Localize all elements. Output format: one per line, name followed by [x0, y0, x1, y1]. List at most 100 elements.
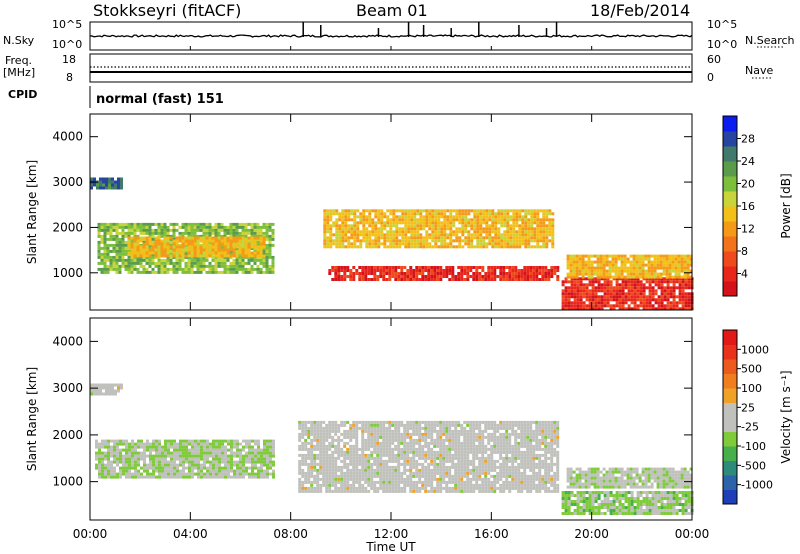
- velocity-heatmap-cell: [310, 489, 314, 493]
- power-heatmap-cell: [656, 263, 660, 267]
- power-heatmap-cell: [642, 289, 646, 293]
- velocity-heatmap-cell: [263, 445, 266, 449]
- power-heatmap-cell: [668, 269, 672, 273]
- velocity-heatmap-cell: [269, 448, 272, 452]
- velocity-heatmap-cell: [424, 459, 428, 463]
- power-heatmap-cell: [512, 236, 516, 240]
- power-heatmap-cell: [672, 280, 676, 284]
- velocity-heatmap-cell: [385, 432, 389, 436]
- velocity-heatmap-cell: [451, 486, 455, 490]
- velocity-heatmap-cell: [415, 429, 419, 433]
- velocity-heatmap-cell: [143, 448, 146, 452]
- power-heatmap-cell: [533, 221, 537, 225]
- power-heatmap-cell: [591, 295, 595, 299]
- power-heatmap-cell: [99, 186, 102, 190]
- power-heatmap-cell: [518, 236, 522, 240]
- velocity-heatmap-cell: [164, 454, 167, 458]
- velocity-heatmap-cell: [319, 432, 323, 436]
- velocity-heatmap-cell: [158, 460, 161, 464]
- power-heatmap-cell: [109, 261, 113, 265]
- power-heatmap-cell: [530, 239, 534, 243]
- power-heatmap-cell: [238, 239, 242, 243]
- velocity-heatmap-cell: [158, 442, 161, 446]
- velocity-heatmap-cell: [394, 438, 398, 442]
- velocity-heatmap-cell: [173, 439, 176, 443]
- power-heatmap-cell: [229, 252, 233, 256]
- velocity-heatmap-cell: [257, 439, 260, 443]
- power-heatmap-cell: [199, 239, 203, 243]
- power-heatmap-cell: [127, 234, 131, 238]
- power-heatmap-cell: [247, 261, 251, 265]
- velocity-heatmap-cell: [212, 439, 215, 443]
- power-heatmap-cell: [175, 236, 179, 240]
- power-heatmap-cell: [490, 278, 494, 281]
- power-heatmap-cell: [112, 267, 116, 271]
- power-heatmap-cell: [470, 239, 474, 243]
- velocity-heatmap-cell: [373, 450, 377, 454]
- velocity-heatmap-cell: [236, 445, 239, 449]
- power-heatmap-cell: [455, 233, 459, 237]
- velocity-heatmap-cell: [251, 469, 254, 473]
- power-heatmap-cell: [464, 224, 468, 228]
- power-heatmap-cell: [217, 231, 221, 235]
- velocity-heatmap-cell: [391, 438, 395, 442]
- power-heatmap-cell: [614, 269, 618, 273]
- velocity-heatmap-cell: [430, 435, 434, 439]
- velocity-heatmap-cell: [298, 435, 302, 439]
- velocity-heatmap-cell: [325, 423, 329, 427]
- power-heatmap-cell: [624, 277, 628, 281]
- power-heatmap-cell: [154, 236, 158, 240]
- velocity-heatmap-cell: [346, 471, 350, 475]
- power-heatmap-cell: [564, 280, 568, 284]
- power-heatmap-cell: [539, 239, 543, 243]
- velocity-heatmap-cell: [143, 454, 146, 458]
- power-heatmap-cell: [332, 224, 336, 228]
- velocity-heatmap-cell: [307, 426, 311, 430]
- power-heatmap-cell: [421, 278, 425, 281]
- power-heatmap-cell: [365, 209, 369, 213]
- power-heatmap-cell: [451, 272, 455, 275]
- power-heatmap-cell: [437, 218, 441, 222]
- power-heatmap-cell: [564, 301, 568, 305]
- power-heatmap-cell: [642, 292, 646, 296]
- velocity-heatmap-cell: [439, 465, 443, 469]
- velocity-heatmap-cell: [227, 460, 230, 464]
- power-heatmap-cell: [421, 266, 425, 269]
- power-heatmap-cell: [461, 212, 465, 216]
- velocity-heatmap-cell: [313, 426, 317, 430]
- power-heatmap-cell: [403, 272, 407, 275]
- power-heatmap-cell: [413, 215, 417, 219]
- power-heatmap-cell: [451, 275, 455, 278]
- power-heatmap-cell: [425, 239, 429, 243]
- velocity-heatmap-cell: [418, 471, 422, 475]
- power-heatmap-cell: [518, 245, 522, 249]
- power-heatmap-cell: [151, 237, 155, 241]
- power-heatmap-cell: [573, 292, 577, 296]
- velocity-heatmap-cell: [257, 475, 260, 479]
- velocity-heatmap-cell: [328, 456, 332, 460]
- power-heatmap-cell: [199, 258, 203, 262]
- power-heatmap-cell: [383, 227, 387, 231]
- power-heatmap-cell: [470, 245, 474, 249]
- power-heatmap-cell: [437, 236, 441, 240]
- power-heatmap-cell: [467, 221, 471, 225]
- velocity-heatmap-cell: [140, 457, 143, 461]
- velocity-heatmap-cell: [337, 435, 341, 439]
- velocity-heatmap-cell: [397, 435, 401, 439]
- velocity-heatmap-cell: [424, 471, 428, 475]
- velocity-heatmap-cell: [358, 462, 362, 466]
- power-heatmap-cell: [259, 231, 263, 235]
- velocity-heatmap-cell: [298, 477, 302, 481]
- power-heatmap-cell: [485, 212, 489, 216]
- power-heatmap-cell: [211, 267, 215, 271]
- power-heatmap-cell: [157, 254, 161, 258]
- power-heatmap-cell: [139, 261, 143, 265]
- power-heatmap-cell: [514, 266, 518, 269]
- power-heatmap-cell: [573, 280, 577, 284]
- power-heatmap-cell: [169, 222, 173, 226]
- velocity-heatmap-cell: [254, 457, 257, 461]
- power-heatmap-cell: [172, 239, 176, 243]
- power-heatmap-cell: [632, 269, 636, 273]
- power-heatmap-cell: [220, 258, 224, 262]
- power-heatmap-cell: [551, 224, 555, 228]
